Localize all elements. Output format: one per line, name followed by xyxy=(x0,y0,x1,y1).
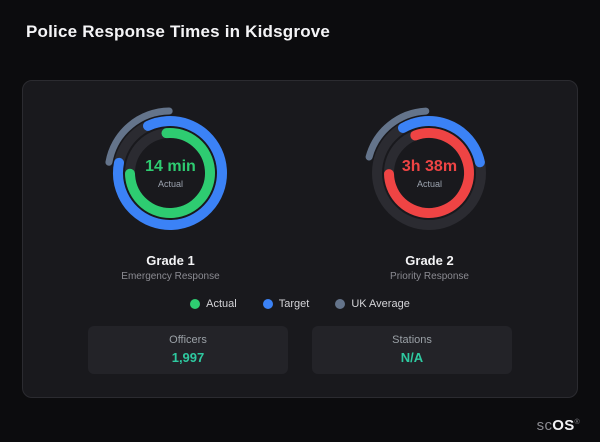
chart-legend: Actual Target UK Average xyxy=(41,298,559,310)
legend-item-target: Target xyxy=(262,298,310,310)
legend-item-uk-average: UK Average xyxy=(335,298,410,310)
response-times-card: 14 min Actual Grade 1 Emergency Response 3h … xyxy=(22,80,578,398)
gauge-title: Grade 2 xyxy=(405,253,454,268)
gauge-subtitle: Emergency Response xyxy=(121,271,220,282)
page-title: Police Response Times in Kidsgrove xyxy=(26,22,331,41)
legend-dot-icon xyxy=(335,299,346,309)
stat-label: Stations xyxy=(392,334,432,346)
gauge-title: Grade 1 xyxy=(146,253,195,268)
gauges-row: 14 min Actual Grade 1 Emergency Response 3h … xyxy=(41,103,559,282)
stat-box-stations: Stations N/A xyxy=(312,326,512,374)
stat-label: Officers xyxy=(169,334,207,346)
gauge-rings: 3h 38m Actual xyxy=(359,103,499,243)
stat-value: N/A xyxy=(400,350,424,365)
legend-dot-icon xyxy=(190,299,201,309)
actual-ring xyxy=(384,128,475,218)
gauge-grade-2: 3h 38m Actual Grade 2 Priority Response xyxy=(310,103,548,282)
legend-item-actual: Actual xyxy=(190,298,237,310)
stats-row: Officers 1,997 Stations N/A xyxy=(41,326,559,374)
gauge-rings: 14 min Actual xyxy=(100,103,240,243)
actual-ring xyxy=(125,128,216,218)
legend-label: Actual xyxy=(206,298,237,310)
legend-dot-icon xyxy=(262,299,273,309)
uk-average-ring xyxy=(363,107,495,239)
stat-box-officers: Officers 1,997 xyxy=(88,326,288,374)
gauge-grade-1: 14 min Actual Grade 1 Emergency Response xyxy=(51,103,289,282)
gauge-subtitle: Priority Response xyxy=(390,271,469,282)
uk-average-ring xyxy=(104,107,236,239)
legend-label: UK Average xyxy=(351,298,410,310)
target-ring xyxy=(113,116,228,230)
target-ring xyxy=(372,116,487,230)
registered-mark: ® xyxy=(574,419,580,426)
legend-label: Target xyxy=(278,298,310,310)
stat-value: 1,997 xyxy=(171,350,205,365)
